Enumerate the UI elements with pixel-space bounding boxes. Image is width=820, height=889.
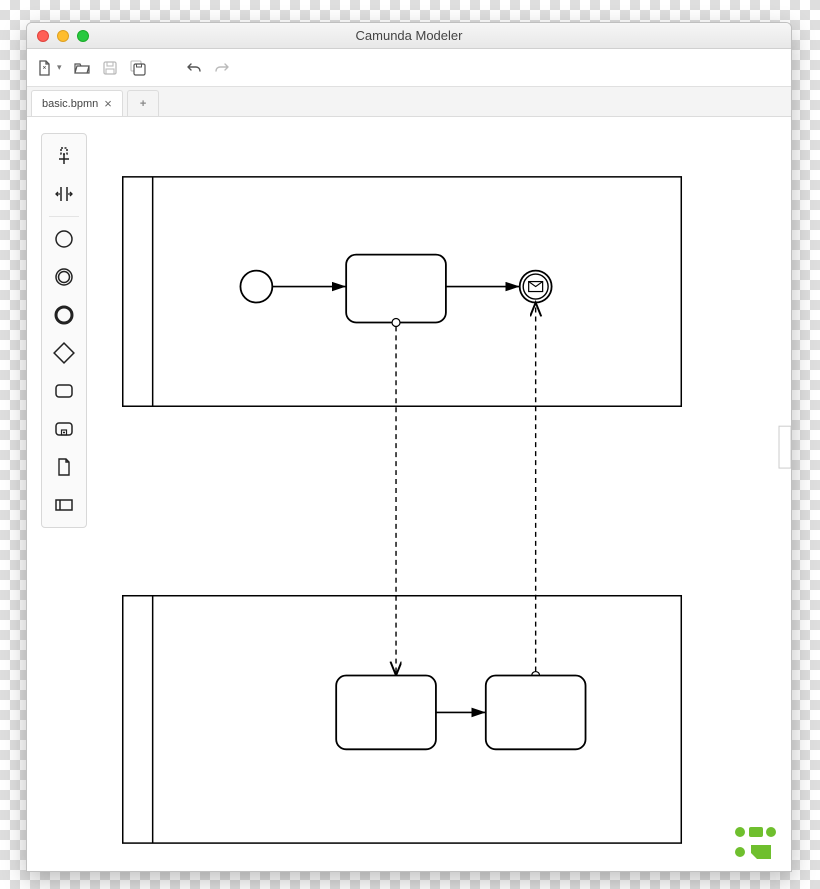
- bpmn-diagram[interactable]: [27, 117, 791, 871]
- task-1[interactable]: [346, 255, 446, 323]
- tab-add-label: +: [140, 98, 146, 110]
- tab-label: basic.bpmn: [42, 98, 98, 110]
- start-event[interactable]: [240, 271, 272, 303]
- properties-panel-toggle[interactable]: [779, 426, 791, 468]
- tab-basic-bpmn[interactable]: basic.bpmn ×: [31, 90, 123, 116]
- new-file-dropdown-icon[interactable]: ▾: [57, 62, 62, 73]
- open-folder-icon[interactable]: [74, 60, 90, 76]
- new-file-icon[interactable]: [37, 60, 53, 76]
- save-all-icon[interactable]: [130, 60, 146, 76]
- message-end-event[interactable]: [520, 271, 552, 303]
- bpmn-io-watermark-icon: [733, 825, 781, 861]
- save-icon[interactable]: [102, 60, 118, 76]
- redo-icon[interactable]: [214, 60, 230, 76]
- tabbar: basic.bpmn × +: [27, 87, 791, 117]
- undo-icon[interactable]: [186, 60, 202, 76]
- tab-add-button[interactable]: +: [127, 90, 159, 116]
- task-3[interactable]: [486, 676, 586, 750]
- task-2[interactable]: [336, 676, 436, 750]
- toolbar: ▾: [27, 49, 791, 87]
- tab-close-icon[interactable]: ×: [104, 96, 112, 111]
- titlebar: Camunda Modeler: [27, 23, 791, 49]
- canvas[interactable]: [27, 117, 791, 871]
- window-title: Camunda Modeler: [27, 28, 791, 43]
- connection-point-1: [392, 318, 400, 326]
- app-window: Camunda Modeler ▾ basic.bpmn × +: [26, 22, 792, 872]
